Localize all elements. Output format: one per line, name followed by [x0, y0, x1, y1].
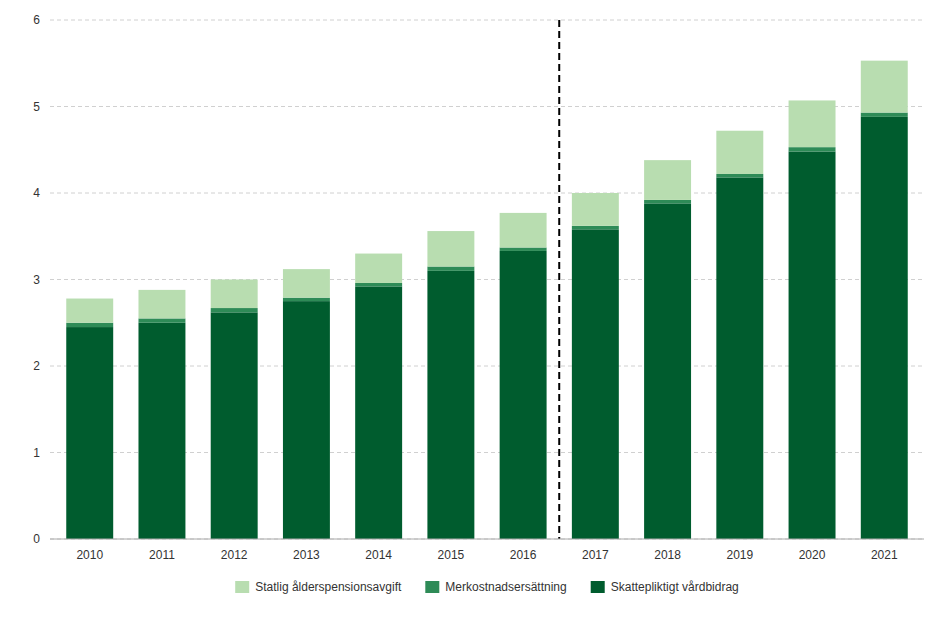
legend-swatch: [425, 581, 439, 593]
chart: 0 1 2 3 4 5 6 2010 2011 2012 2013 2014 2015 2016 2017 2…: [0, 0, 944, 619]
bar-segment: [789, 147, 836, 151]
bar-segment: [283, 269, 330, 298]
bar-segment: [500, 213, 547, 248]
x-tick-label: 2016: [510, 548, 537, 562]
bar-segment: [138, 318, 185, 322]
bar-segment: [211, 312, 258, 539]
y-tick-label: 5: [33, 100, 40, 114]
bar-segment: [211, 308, 258, 312]
bar-segment: [355, 254, 402, 283]
y-tick-label: 4: [33, 186, 40, 200]
bar-segment: [861, 117, 908, 539]
bar-segment: [716, 131, 763, 174]
bar-segment: [789, 151, 836, 539]
x-tick-label: 2013: [293, 548, 320, 562]
bar-segment: [138, 290, 185, 319]
bar-segment: [355, 286, 402, 539]
bar-segment: [572, 226, 619, 229]
legend-item: Skattepliktigt vårdbidrag: [591, 580, 739, 594]
bar-segment: [66, 323, 113, 327]
bar-segment: [138, 323, 185, 539]
bar-segment: [427, 271, 474, 539]
x-tick-label: 2021: [871, 548, 898, 562]
grid-line: [50, 20, 924, 21]
divider-line: [558, 20, 560, 539]
bar-segment: [861, 113, 908, 117]
bar-segment: [427, 231, 474, 266]
bar-segment: [211, 280, 258, 309]
x-tick-label: 2011: [149, 548, 175, 562]
bar-segment: [644, 203, 691, 539]
bar-segment: [66, 299, 113, 323]
bar-segment: [500, 251, 547, 539]
legend: Statlig ålderspensionsavgift Merkostnadse…: [235, 580, 739, 594]
y-tick-label: 6: [33, 13, 40, 27]
bar-segment: [355, 283, 402, 286]
bar-segment: [283, 298, 330, 301]
legend-swatch: [591, 581, 605, 593]
y-tick-label: 3: [33, 273, 40, 287]
y-tick-label: 2: [33, 359, 40, 373]
bar-segment: [789, 100, 836, 147]
bar-segment: [861, 61, 908, 113]
y-tick-label: 1: [33, 446, 40, 460]
legend-item: Merkostnadsersättning: [425, 580, 566, 594]
x-tick-label: 2014: [365, 548, 392, 562]
x-axis-line: [50, 539, 924, 540]
bar-segment: [572, 193, 619, 226]
x-tick-label: 2010: [76, 548, 103, 562]
x-tick-label: 2018: [654, 548, 681, 562]
x-tick-label: 2019: [726, 548, 753, 562]
legend-item: Statlig ålderspensionsavgift: [235, 580, 402, 594]
y-tick-label: 0: [33, 532, 40, 546]
bar-segment: [572, 229, 619, 539]
legend-label: Merkostnadsersättning: [445, 580, 566, 594]
grid: [50, 20, 924, 539]
x-tick-label: 2020: [799, 548, 826, 562]
grid-line: [50, 539, 924, 540]
legend-swatch: [235, 581, 249, 593]
x-tick-label: 2012: [221, 548, 248, 562]
x-tick-label: 2015: [438, 548, 465, 562]
bar-segment: [644, 160, 691, 200]
bar-segment: [427, 267, 474, 271]
bar-segment: [500, 247, 547, 250]
bar-segment: [283, 301, 330, 539]
x-tick-label: 2017: [582, 548, 609, 562]
bar-segment: [66, 327, 113, 539]
bar-segment: [716, 177, 763, 539]
legend-label: Statlig ålderspensionsavgift: [255, 580, 402, 594]
bar-segment: [716, 174, 763, 177]
bar-segment: [644, 200, 691, 203]
bars: [66, 61, 907, 539]
legend-label: Skattepliktigt vårdbidrag: [611, 580, 739, 594]
